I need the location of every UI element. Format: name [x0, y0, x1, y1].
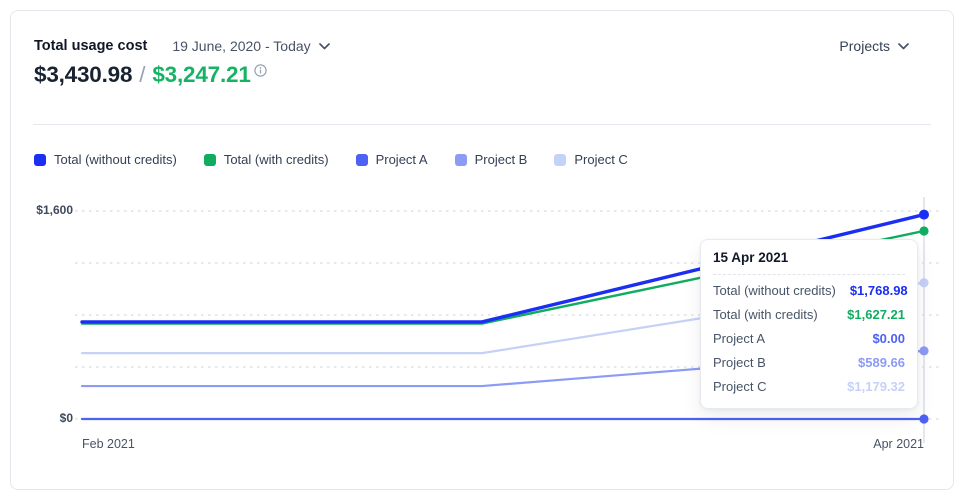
- legend-item-project-c[interactable]: Project C: [554, 152, 628, 167]
- projects-label: Projects: [839, 38, 890, 54]
- series-endpoint-dot: [919, 414, 929, 424]
- chart-tooltip: 15 Apr 2021 Total (without credits) $1,7…: [700, 239, 918, 409]
- usage-chart[interactable]: $1,600 $0 Feb 2021 Apr 2021 15 Apr 2021 …: [11, 191, 951, 471]
- x-axis-label-right: Apr 2021: [873, 437, 924, 451]
- chevron-down-icon: [318, 42, 330, 49]
- legend-item-total-with-credits[interactable]: Total (with credits): [203, 152, 329, 167]
- chart-legend: Total (without credits) Total (with cred…: [34, 152, 628, 167]
- tooltip-date: 15 Apr 2021: [713, 250, 789, 265]
- legend-item-total-without-credits[interactable]: Total (without credits): [34, 152, 177, 167]
- header-divider: [33, 124, 931, 125]
- series-endpoint-dot: [919, 346, 929, 356]
- legend-item-project-b[interactable]: Project B: [454, 152, 528, 167]
- legend-label: Project B: [474, 152, 528, 167]
- legend-item-project-a[interactable]: Project A: [355, 152, 428, 167]
- projects-selector[interactable]: Projects: [839, 38, 909, 54]
- legend-label: Total (with credits): [223, 152, 329, 167]
- usage-cost-card: Total usage cost 19 June, 2020 - Today P…: [10, 10, 954, 490]
- tooltip-row: Total (with credits) $1,627.21: [713, 306, 905, 322]
- y-axis-label-bottom: $0: [59, 411, 73, 425]
- legend-swatch: [203, 153, 216, 166]
- legend-swatch: [34, 153, 46, 166]
- amount-separator: /: [139, 62, 146, 87]
- tooltip-row: Project B $589.66: [713, 355, 905, 371]
- card-title: Total usage cost: [34, 38, 148, 54]
- x-axis-label-left: Feb 2021: [82, 437, 135, 451]
- legend-swatch: [355, 153, 368, 166]
- series-endpoint-dot: [919, 278, 929, 288]
- date-range-label: 19 June, 2020 - Today: [172, 38, 311, 54]
- total-without-credits-amount: $3,430.98: [34, 62, 133, 87]
- legend-label: Project A: [375, 152, 428, 167]
- tooltip-row: Total (without credits) $1,768.98: [713, 282, 908, 298]
- legend-label: Total (without credits): [54, 152, 177, 167]
- info-icon[interactable]: [253, 64, 267, 77]
- tooltip-divider: [713, 274, 905, 275]
- tooltip-row: Project C $1,179.32: [713, 379, 905, 395]
- total-with-credits-amount: $3,247.21: [152, 62, 251, 87]
- legend-swatch: [454, 153, 467, 166]
- y-axis-label-top: $1,600: [36, 203, 73, 217]
- date-range-selector[interactable]: 19 June, 2020 - Today: [172, 38, 330, 54]
- card-header: Total usage cost 19 June, 2020 - Today P…: [34, 38, 909, 54]
- chevron-down-icon: [898, 42, 909, 49]
- legend-swatch: [554, 153, 567, 166]
- series-endpoint-dot: [919, 226, 929, 236]
- tooltip-row: Project A $0.00: [713, 330, 905, 346]
- legend-label: Project C: [574, 152, 628, 167]
- totals-summary: $3,430.98 / $3,247.21: [34, 62, 267, 88]
- series-endpoint-dot: [919, 209, 929, 220]
